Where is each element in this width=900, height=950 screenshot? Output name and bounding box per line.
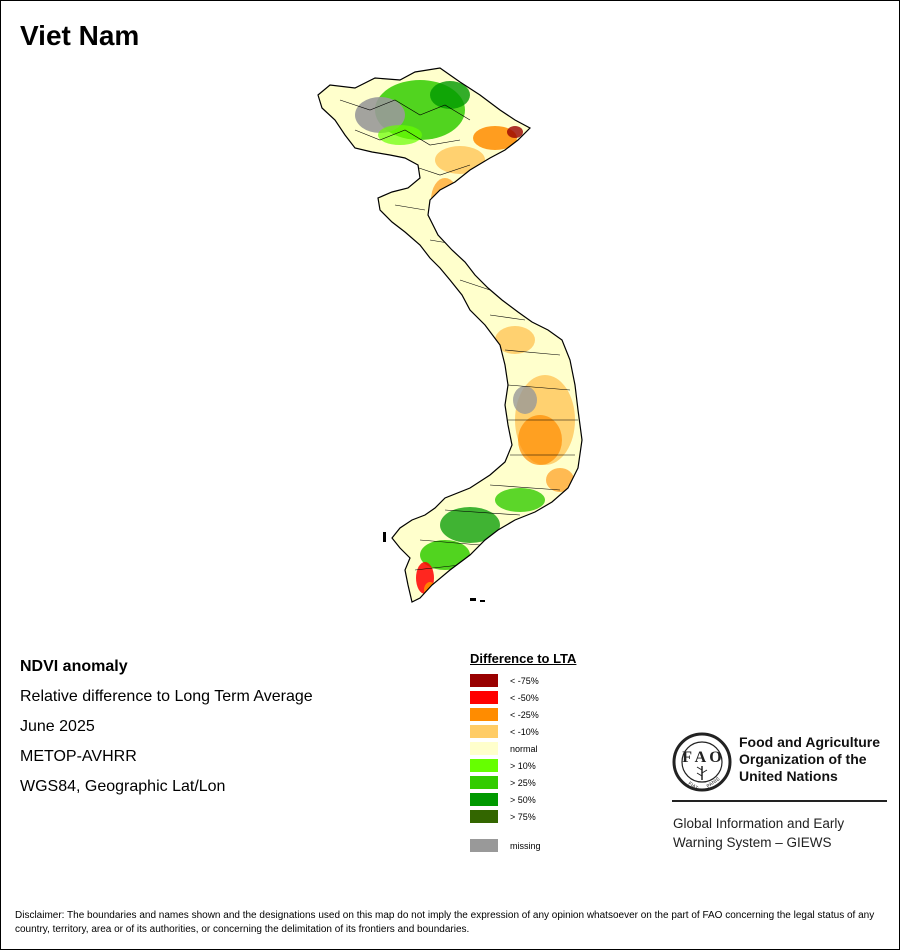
legend-swatch xyxy=(470,742,498,755)
disclaimer: Disclaimer: The boundaries and names sho… xyxy=(15,910,875,935)
country-map xyxy=(317,67,583,603)
map-info: NDVI anomaly Relative difference to Long… xyxy=(20,656,313,806)
legend-label: < -75% xyxy=(510,675,539,686)
org-name-line: United Nations xyxy=(739,768,838,784)
svg-text:FIAT: FIAT xyxy=(687,781,699,792)
legend-item: < -50% xyxy=(470,689,576,706)
legend-swatch xyxy=(470,793,498,806)
legend-label: > 50% xyxy=(510,794,536,805)
legend: Difference to LTA < -75% < -50% < -25% < -1… xyxy=(470,651,576,854)
product-description: Relative difference to Long Term Average xyxy=(20,688,313,705)
legend-title: Difference to LTA xyxy=(470,651,577,666)
legend-swatch xyxy=(470,759,498,772)
giews-line: Global Information and Early xyxy=(673,816,845,831)
legend-label: > 25% xyxy=(510,777,536,788)
product-name: NDVI anomaly xyxy=(20,658,128,675)
organization-name: Food and Agriculture Organization of the… xyxy=(739,734,880,785)
legend-item: < -25% xyxy=(470,706,576,723)
projection: WGS84, Geographic Lat/Lon xyxy=(20,778,226,795)
legend-item: < -75% xyxy=(470,672,576,689)
legend-item: > 10% xyxy=(470,757,576,774)
legend-swatch xyxy=(470,839,498,852)
giews-line: Warning System – GIEWS xyxy=(673,835,832,850)
legend-label: < -25% xyxy=(510,709,539,720)
legend-swatch xyxy=(470,776,498,789)
legend-swatch xyxy=(470,810,498,823)
fao-logo: F A O FIAT PANIS xyxy=(672,732,732,792)
legend-item: > 50% xyxy=(470,791,576,808)
legend-swatch xyxy=(470,674,498,687)
org-name-line: Organization of the xyxy=(739,751,867,767)
legend-item: > 25% xyxy=(470,774,576,791)
giews-label: Global Information and Early Warning Sys… xyxy=(673,814,844,852)
period: June 2025 xyxy=(20,718,95,735)
legend-item: > 75% xyxy=(470,808,576,825)
legend-swatch xyxy=(470,691,498,704)
svg-text:F A O: F A O xyxy=(682,749,721,766)
sensor: METOP-AVHRR xyxy=(20,748,137,765)
legend-label: < -10% xyxy=(510,726,539,737)
legend-item-missing: missing xyxy=(470,837,576,854)
legend-item: normal xyxy=(470,740,576,757)
map-title: Viet Nam xyxy=(20,20,140,51)
legend-label: > 10% xyxy=(510,760,536,771)
legend-label: normal xyxy=(510,743,538,754)
country-shape xyxy=(318,68,582,602)
legend-label: < -50% xyxy=(510,692,539,703)
legend-swatch xyxy=(470,708,498,721)
legend-swatch xyxy=(470,725,498,738)
legend-label: > 75% xyxy=(510,811,536,822)
legend-item: < -10% xyxy=(470,723,576,740)
divider xyxy=(672,800,887,802)
org-name-line: Food and Agriculture xyxy=(739,734,881,750)
legend-label: missing xyxy=(510,840,541,851)
